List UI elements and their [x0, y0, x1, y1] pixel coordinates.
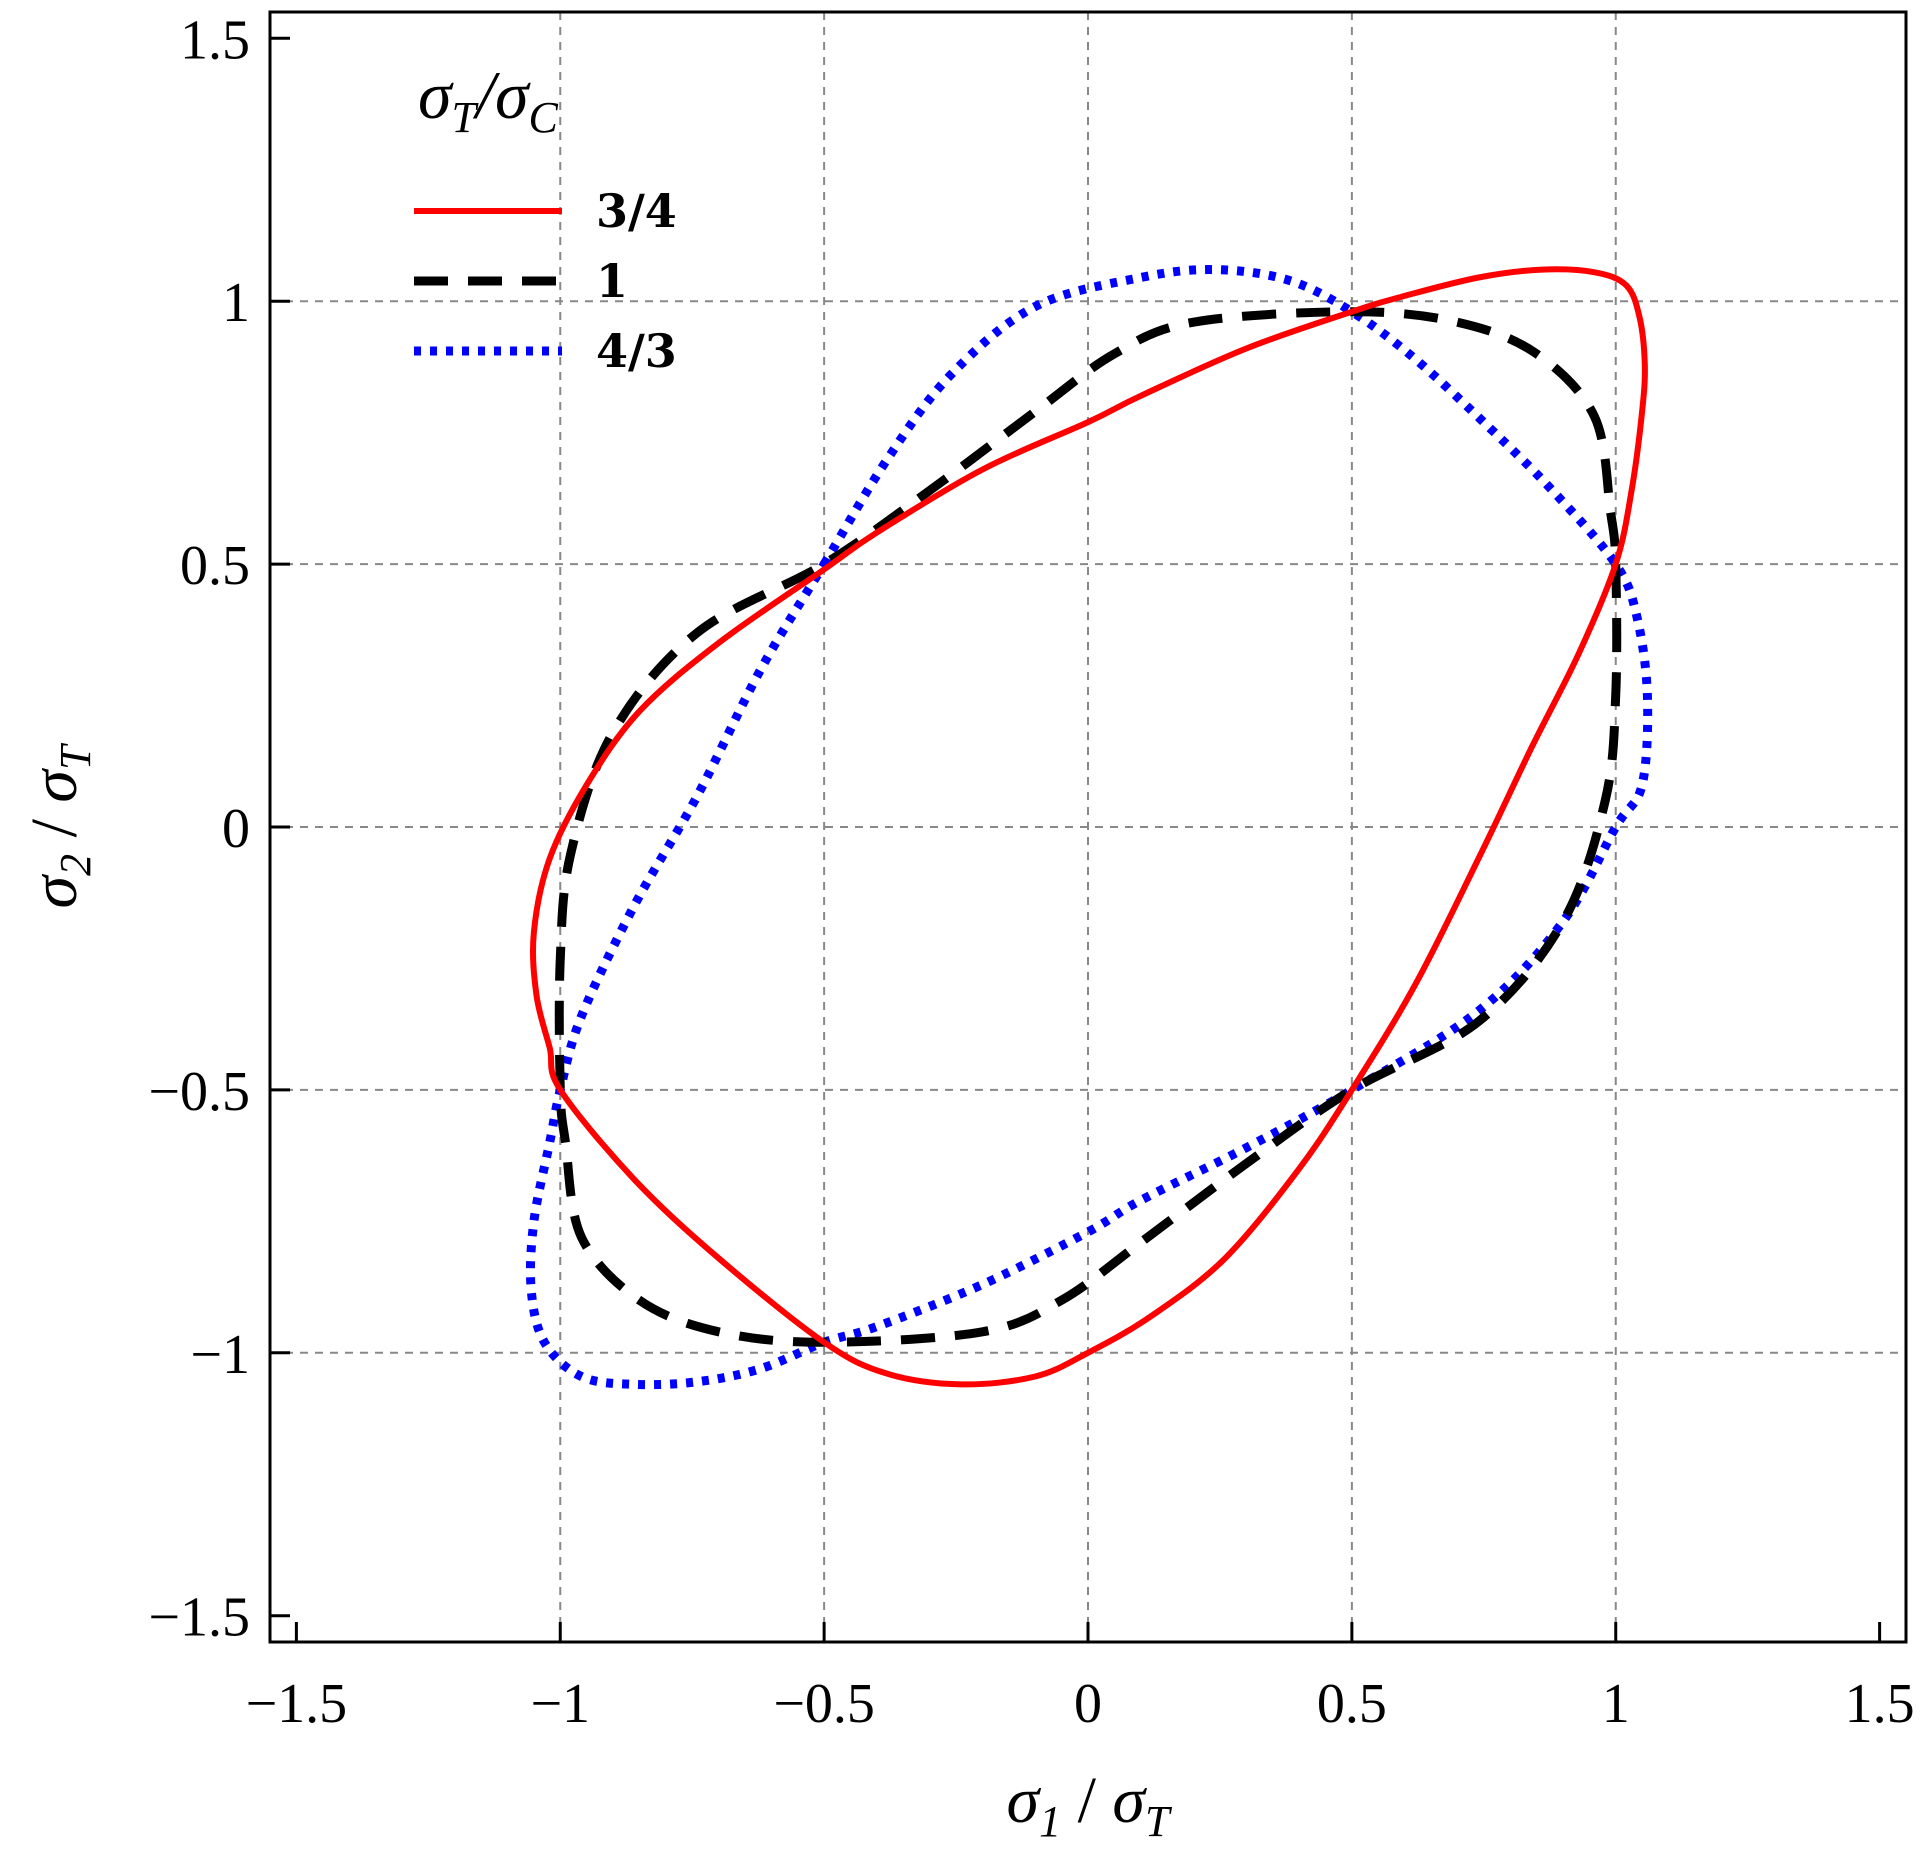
series-line-4-3 [525, 265, 1653, 1390]
y-tick-label: 0 [222, 798, 250, 860]
x-tick-label: 0.5 [1317, 1673, 1387, 1735]
series-line-1 [554, 307, 1622, 1347]
grid-lines [270, 12, 1906, 1642]
x-tick-label: −1.5 [246, 1673, 348, 1735]
x-axis-title: σ1 / σT [1007, 1764, 1173, 1846]
y-axis-title: σ2 / σT [18, 742, 100, 908]
y-tick-label: 1.5 [180, 9, 250, 71]
series-layer [525, 265, 1653, 1390]
x-tick-label: −0.5 [773, 1673, 875, 1735]
x-tick-label: −1 [530, 1673, 590, 1735]
y-tick-label: −1.5 [148, 1587, 250, 1649]
x-tick-labels: −1.5 −1 −0.5 0 0.5 1 1.5 [246, 1673, 1915, 1735]
x-tick-label: 0 [1074, 1673, 1102, 1735]
y-tick-label: −1 [190, 1324, 250, 1386]
axis-ticks [270, 36, 1882, 1642]
y-tick-label: −0.5 [148, 1061, 250, 1123]
x-tick-label: 1.5 [1845, 1673, 1915, 1735]
y-tick-labels: −1.5 −1 −0.5 0 0.5 1 1.5 [148, 9, 250, 1648]
y-tick-label: 1 [222, 272, 250, 334]
legend-label-1: 1 [596, 254, 628, 308]
legend-label-3-4: 3/4 [596, 184, 677, 238]
legend-label-4-3: 4/3 [596, 324, 677, 378]
y-tick-label: 0.5 [180, 535, 250, 597]
x-tick-label: 1 [1602, 1673, 1630, 1735]
legend-title: σT/σC [418, 57, 558, 142]
legend: σT/σC 3/4 1 4/3 [414, 57, 677, 378]
series-line-3-4 [530, 266, 1648, 1388]
